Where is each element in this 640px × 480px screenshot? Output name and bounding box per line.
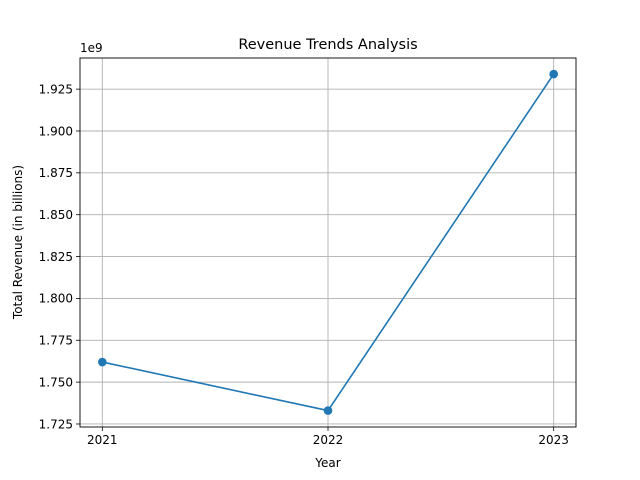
y-tick-label: 1.800 — [39, 292, 73, 306]
data-point — [323, 406, 333, 415]
y-tick-label: 1.875 — [39, 166, 73, 180]
x-axis-title: Year — [314, 456, 340, 470]
y-tick-label: 1.850 — [39, 208, 73, 222]
y-tick-label: 1.925 — [39, 82, 73, 96]
x-tick-label: 2021 — [87, 433, 118, 447]
y-tick-label: 1.825 — [39, 250, 73, 264]
y-axis-offset-label: 1e9 — [80, 41, 103, 55]
y-tick-label: 1.750 — [39, 375, 73, 389]
ticks-layer: 2021 2022 2023 1.725 1.750 1.775 1.800 1.825 1.8… — [39, 82, 569, 447]
data-point — [98, 357, 107, 367]
y-tick-label: 1.775 — [39, 334, 73, 348]
y-tick-label: 1.900 — [39, 124, 73, 138]
y-tick-label: 1.725 — [39, 417, 73, 431]
y-axis-title: Total Revenue (in billions) — [11, 165, 25, 320]
grid-layer — [80, 58, 576, 427]
x-tick-label: 2023 — [538, 433, 569, 447]
series-layer — [98, 69, 558, 415]
chart-title: Revenue Trends Analysis — [238, 37, 417, 53]
x-tick-label: 2022 — [313, 433, 344, 447]
data-point — [549, 69, 558, 79]
